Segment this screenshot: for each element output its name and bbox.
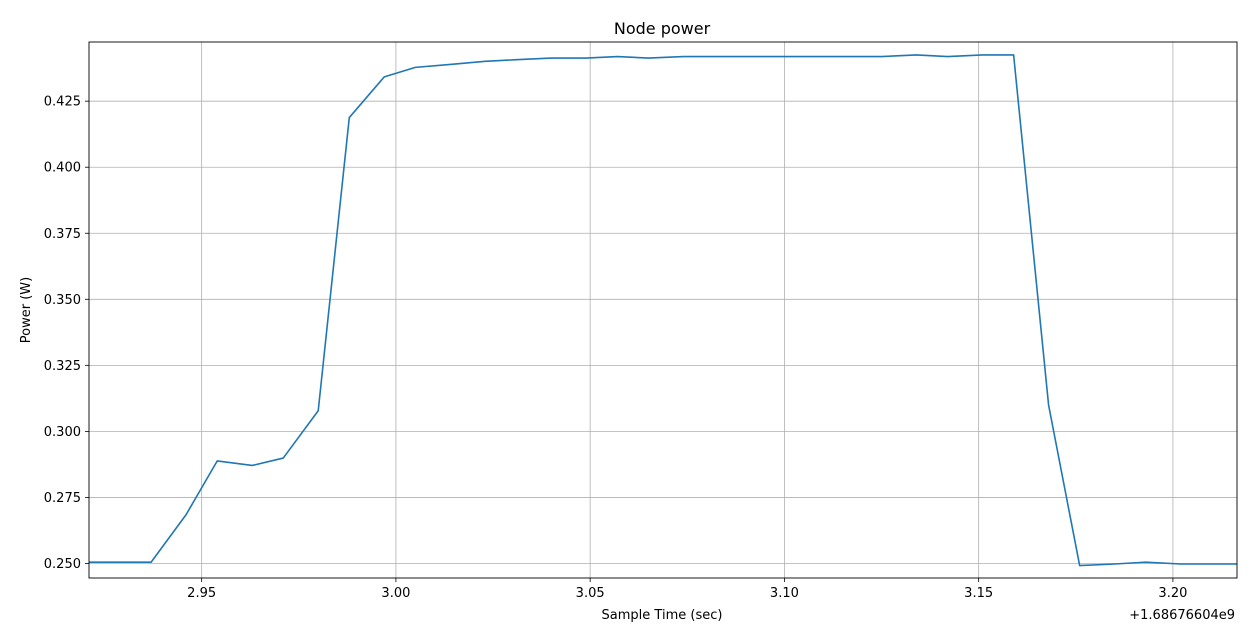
- y-tick-label: 0.325: [44, 359, 81, 374]
- plot-area-frame: [88, 41, 1238, 579]
- y-axis-label: Power (W): [19, 277, 34, 343]
- y-tick-label: 0.425: [44, 95, 81, 110]
- y-axis-ticks: 0.250 0.275 0.300 0.325 0.350 0.375 0.400 0.425: [44, 95, 89, 572]
- x-tick-label: 3.00: [381, 586, 410, 601]
- x-tick-label: 3.20: [1158, 586, 1187, 601]
- y-tick-label: 0.275: [44, 491, 81, 506]
- y-tick-label: 0.350: [44, 293, 81, 308]
- y-tick-label: 0.375: [44, 227, 81, 242]
- x-axis-ticks: 2.95 3.00 3.05 3.10 3.15 3.20: [187, 578, 1187, 601]
- x-axis-label: Sample Time (sec): [602, 608, 723, 623]
- x-tick-label: 3.15: [964, 586, 993, 601]
- chart-title: Node power: [614, 19, 711, 38]
- x-axis-offset-label: +1.68676604e9: [1129, 608, 1235, 623]
- x-tick-label: 3.10: [770, 586, 799, 601]
- y-tick-label: 0.400: [44, 161, 81, 176]
- y-tick-label: 0.300: [44, 425, 81, 440]
- grid-lines: [89, 42, 1237, 578]
- x-tick-label: 3.05: [576, 586, 605, 601]
- x-tick-label: 2.95: [187, 586, 216, 601]
- power-series-line: [89, 54, 1237, 567]
- y-tick-label: 0.250: [44, 557, 81, 572]
